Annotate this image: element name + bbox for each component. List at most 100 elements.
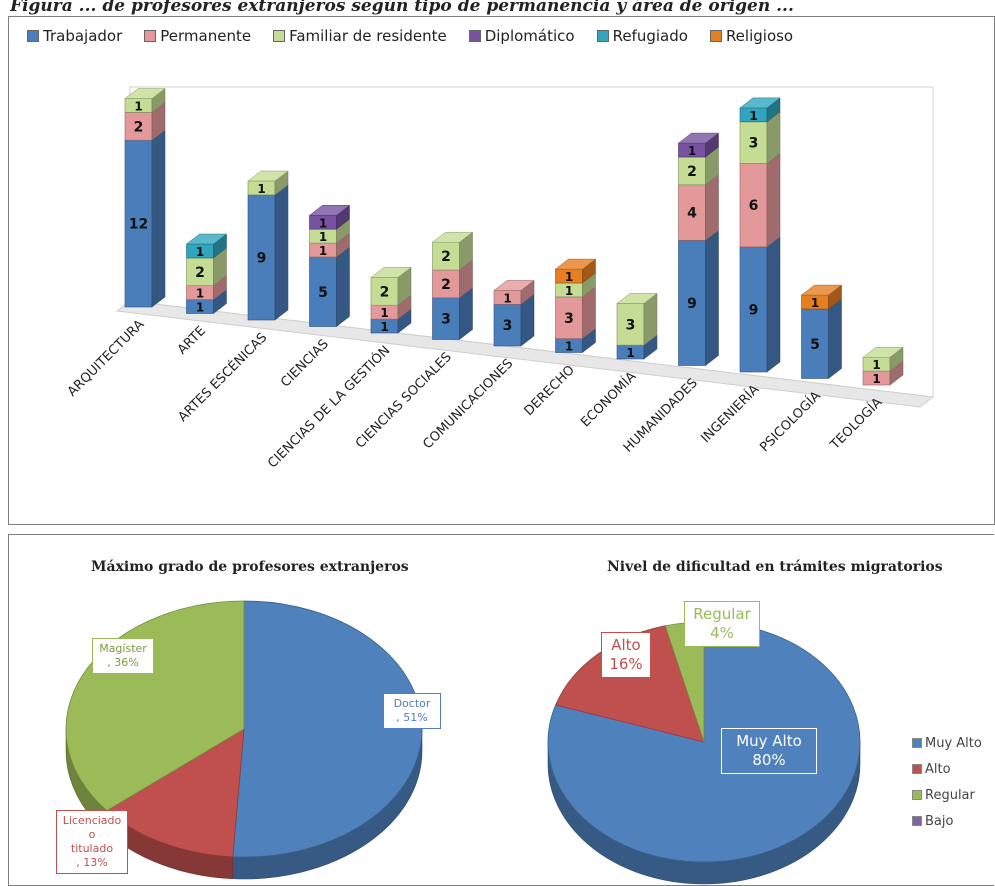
bar-value-label: 9 (257, 250, 267, 266)
bar-segment-familiar-de-residente: 2 (431, 231, 474, 271)
bar-value-label: 1 (257, 182, 265, 196)
bar-value-label: 6 (749, 198, 759, 214)
bar-segment-permanente: 1 (493, 279, 535, 305)
legend-item-refugiado: Refugiado (596, 27, 688, 45)
stacked-bar-chart-panel: Trabajador Permanente Familiar de resident… (8, 16, 995, 525)
bar-value-label: 1 (872, 358, 880, 372)
pie2-legend-item-regular: Regular (912, 782, 982, 808)
bar-value-label: 1 (749, 109, 757, 123)
pie2-legend-item-bajo: Bajo (912, 808, 982, 834)
pie-charts-panel: Máximo grado de profesores extranjeros N… (8, 534, 994, 886)
legend-label: Familiar de residente (289, 27, 447, 45)
bar-segment-trabajador: 9 (247, 184, 289, 321)
bar-value-label: 1 (319, 244, 327, 258)
legend-swatch (273, 30, 286, 42)
bar-value-label: 2 (380, 284, 390, 300)
category-label: PSICOLOGÍA (757, 388, 824, 455)
bar-value-label: 1 (134, 99, 142, 113)
legend-label: Trabajador (43, 27, 123, 45)
bar-segment-permanente: 6 (739, 152, 781, 248)
legend-label: Regular (925, 787, 975, 803)
category-label: INGENIERÍA (698, 381, 763, 446)
legend-item-familiar-de-residente: Familiar de residente (273, 27, 447, 45)
bar-segment-trabajador: 5 (800, 298, 843, 380)
bar-value-label: 1 (872, 372, 880, 386)
bar-value-label: 2 (687, 164, 697, 180)
bar-segment-trabajador: 9 (739, 236, 781, 373)
legend-swatch (912, 764, 922, 774)
bar-stack-teologia: 11 (862, 346, 904, 386)
legend-item-diplomatico: Diplomático (468, 27, 575, 45)
category-label: CIENCIAS DE LA GESTIÓN (264, 343, 393, 472)
pie2-callout-alto: Alto 16% (601, 632, 651, 678)
bar-value-label: 1 (565, 340, 573, 354)
bar-segment-familiar-de-residente: 1 (247, 170, 289, 196)
legend-item-trabajador: Trabajador (27, 27, 122, 45)
category-label: HUMANIDADES (621, 376, 701, 456)
bar-segment-refugiado: 1 (185, 233, 228, 259)
legend-label: Religioso (725, 27, 794, 45)
pie-slice-doctor (232, 600, 423, 858)
bar-segment-trabajador: 9 (677, 229, 720, 367)
pie2-difficulty (547, 621, 861, 885)
legend-item-permanente: Permanente (144, 27, 251, 45)
legend-swatch (596, 30, 609, 42)
legend-label: Permanente (160, 27, 252, 45)
bar-segment-religioso: 1 (554, 258, 597, 284)
bar-value-label: 3 (626, 317, 636, 333)
bar-stack-ciencias-de-la-gestion: 11 2 (370, 266, 412, 334)
legend-swatch (709, 30, 722, 42)
pie2-callout-muy-alto: Muy Alto 80% (721, 728, 817, 774)
category-label: DERECHO (522, 363, 578, 419)
bar-stack-economia: 13 (616, 292, 658, 360)
bar-value-label: 1 (319, 216, 327, 230)
pie1-callout-magister: Magíster , 36% (92, 638, 154, 674)
bar-value-label: 1 (626, 346, 634, 360)
bar-value-label: 1 (688, 144, 696, 158)
bar-value-label: 5 (318, 285, 328, 301)
bar-value-label: 1 (565, 284, 573, 298)
category-label: ARQUITECTURA (65, 317, 148, 400)
pie2-legend-item-muy-alto: Muy Alto (912, 730, 982, 756)
pie1-callout-licenciado-o-titulado: Licenciado o titulado , 13% (56, 810, 128, 874)
bar-value-label: 1 (503, 291, 511, 305)
bar-stack-arquitectura: 12 2 1 (124, 87, 166, 308)
bar-segment-familiar-de-residente: 3 (616, 292, 658, 346)
legend-swatch (912, 816, 922, 826)
bar-segment-familiar-de-residente: 1 (124, 87, 166, 113)
bar-segment-religioso: 1 (800, 284, 843, 310)
bar-segment-familiar-de-residente: 2 (370, 266, 412, 306)
legend-item-religioso: Religioso (709, 27, 794, 45)
page-title: Figura ... de profesores extranjeros seg… (10, 0, 794, 16)
bar-value-label: 3 (503, 318, 513, 334)
bar-value-label: 1 (565, 270, 573, 284)
pie-charts (65, 600, 861, 885)
pie1-callout-doctor: Doctor , 51% (383, 693, 441, 729)
category-label: ARTE (175, 324, 209, 358)
bar-segment-trabajador: 5 (308, 246, 351, 328)
bar-value-label: 3 (441, 312, 451, 328)
bar-value-label: 1 (319, 230, 327, 244)
bar-segment-familiar-de-residente: 1 (862, 346, 904, 372)
bar-segment-refugiado: 1 (739, 97, 781, 123)
bar-stack-humanidades: 9 4 2 1 (677, 132, 720, 367)
bar-segment-permanente: 4 (677, 174, 720, 241)
legend-label: Alto (925, 761, 951, 777)
bar-value-label: 9 (749, 302, 759, 318)
bar-value-label: 2 (441, 277, 451, 293)
pie2-title: Nivel de dificultad en trámites migrator… (607, 559, 943, 575)
bar-value-label: 1 (380, 306, 388, 320)
bar-value-label: 1 (196, 245, 204, 259)
legend-swatch (468, 30, 481, 42)
bar-value-label: 1 (196, 287, 204, 301)
pie2-legend-item-alto: Alto (912, 756, 982, 782)
pie2-callout-regular: Regular 4% (684, 601, 760, 647)
legend-label: Refugiado (612, 27, 688, 45)
bar-stack-comunicaciones: 31 (493, 279, 535, 347)
legend-swatch (912, 738, 922, 748)
legend-label: Diplomático (484, 27, 575, 45)
bar-value-label: 3 (564, 311, 574, 327)
